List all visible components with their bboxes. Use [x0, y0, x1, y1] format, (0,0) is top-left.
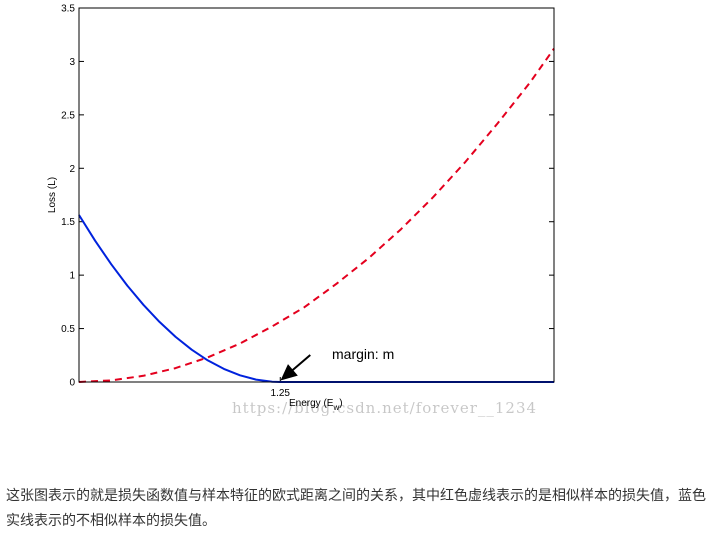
- margin-annotation: margin: m: [280, 346, 394, 381]
- series-line-red-dashed: [78, 48, 555, 383]
- y-tick-label: 1.5: [61, 217, 75, 228]
- x-axis-label: Energy (Ew): [289, 398, 343, 412]
- x-axis-label-subscript: w: [332, 403, 339, 412]
- y-tick-label: 2.5: [61, 110, 75, 121]
- y-axis-label: Loss (L): [47, 177, 58, 213]
- plot-frame: [78, 7, 555, 383]
- x-axis-label-main: Energy (E: [289, 398, 334, 409]
- y-tick-label: 1: [69, 271, 75, 282]
- y-tick-label: 2: [69, 164, 75, 175]
- series-layer: [78, 48, 555, 383]
- y-tick-label: 3.5: [61, 4, 75, 15]
- x-tick-label: 1.25: [271, 388, 291, 399]
- x-axis-ticks: 1.25: [271, 377, 291, 399]
- margin-arrow: [280, 354, 311, 381]
- y-axis-ticks: 0 0.5 1 1.5 2 2.5 3 3.5: [61, 4, 554, 389]
- loss-energy-chart: 0 0.5 1 1.5 2 2.5 3 3.5 1.25 Loss (L) Energy (E…: [47, 4, 555, 417]
- y-tick-label: 0.5: [61, 324, 75, 335]
- x-axis-label-close: ): [339, 398, 342, 409]
- y-tick-label: 0: [69, 378, 75, 389]
- watermark: https://blog.csdn.net/forever__1234: [232, 399, 537, 417]
- margin-label: margin: m: [332, 346, 394, 362]
- chart-caption: 这张图表示的就是损失函数值与样本特征的欧式距离之间的关系，其中红色虚线表示的是相…: [6, 488, 706, 529]
- y-tick-label: 3: [69, 57, 75, 68]
